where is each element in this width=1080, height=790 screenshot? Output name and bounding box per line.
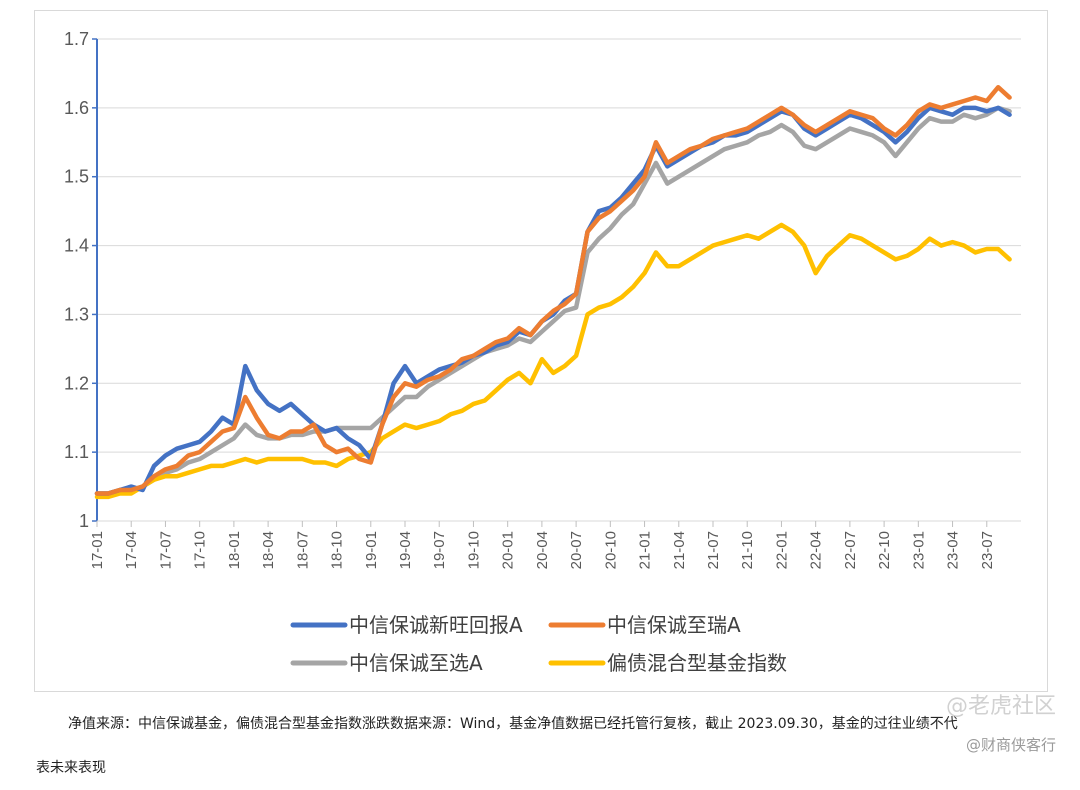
grid-lines	[97, 38, 1021, 453]
x-tick-label: 22-10	[876, 531, 893, 569]
series-lines	[94, 84, 1012, 500]
caption-line-2: 表未来表现	[36, 760, 106, 776]
watermark-handle: @财商侠客行	[965, 736, 1056, 754]
x-tick-label: 19-04	[397, 531, 414, 569]
x-tick-label: 19-07	[431, 531, 448, 569]
x-tick-label: 17-07	[157, 531, 174, 569]
x-tick-label: 23-04	[945, 531, 962, 569]
y-tick-label: 1.3	[64, 304, 89, 324]
x-tick-label: 23-07	[979, 531, 996, 569]
x-tick-label: 20-01	[500, 531, 517, 569]
x-tick-label: 23-01	[910, 531, 927, 569]
legend-label: 偏债混合型基金指数	[607, 651, 787, 675]
y-tick-label: 1.2	[64, 373, 89, 393]
legend: 中信保诚新旺回报A 中信保诚至瑞A 中信保诚至选A 偏债混合型基金指数	[290, 613, 787, 675]
series-line	[94, 84, 1012, 496]
y-tick-label: 1.6	[64, 98, 89, 118]
legend-label: 中信保诚至瑞A	[607, 613, 741, 637]
x-tick-label: 22-01	[773, 531, 790, 569]
x-tick-label: 18-01	[226, 531, 243, 569]
series-line	[94, 222, 1012, 500]
x-tick-label: 17-04	[123, 531, 140, 569]
watermark-logo: @老虎社区	[945, 694, 1056, 719]
x-tick-label: 18-04	[260, 531, 277, 569]
x-tick-label: 21-01	[637, 531, 654, 569]
x-tick-label: 19-10	[465, 531, 482, 569]
x-tick-label: 21-07	[705, 531, 722, 569]
y-tick-label: 1.1	[64, 442, 89, 462]
x-tick-label: 22-04	[808, 531, 825, 569]
x-tick-label: 18-10	[329, 531, 346, 569]
legend-label: 中信保诚新旺回报A	[349, 613, 523, 637]
x-tick-label: 21-04	[671, 531, 688, 569]
series-line	[94, 105, 1012, 496]
x-tick-label: 22-07	[842, 531, 859, 569]
x-tick-label: 19-01	[363, 531, 380, 569]
y-tick-label: 1.7	[64, 29, 89, 49]
chart-frame: 1 1.1 1.2 1.3 1.4 1.5 1.6 1.7 17-01 17-04 17-07 17-…	[34, 10, 1048, 692]
x-tick-label: 20-04	[534, 531, 551, 569]
watermark: @老虎社区 @财商侠客行	[946, 688, 1056, 755]
x-tick-label: 20-10	[602, 531, 619, 569]
axes: 1 1.1 1.2 1.3 1.4 1.5 1.6 1.7 17-01 17-04 17-07 17-…	[64, 29, 1021, 569]
x-tick-label: 17-10	[192, 531, 209, 569]
source-caption: 净值来源：中信保诚基金，偏债混合型基金指数涨跌数据来源：Wind，基金净值数据已…	[36, 702, 1066, 790]
line-chart: 1 1.1 1.2 1.3 1.4 1.5 1.6 1.7 17-01 17-04 17-07 17-…	[64, 29, 1021, 675]
x-tick-label: 21-10	[739, 531, 756, 569]
y-tick-label: 1	[79, 511, 89, 531]
x-tick-label: 18-07	[294, 531, 311, 569]
y-tick-label: 1.5	[64, 167, 89, 187]
series-line	[94, 105, 1012, 496]
caption-line-1: 净值来源：中信保诚基金，偏债混合型基金指数涨跌数据来源：Wind，基金净值数据已…	[68, 716, 958, 732]
y-tick-label: 1.4	[64, 236, 89, 256]
x-tick-label: 20-07	[568, 531, 585, 569]
legend-label: 中信保诚至选A	[349, 651, 483, 675]
x-tick-label: 17-01	[89, 531, 106, 569]
